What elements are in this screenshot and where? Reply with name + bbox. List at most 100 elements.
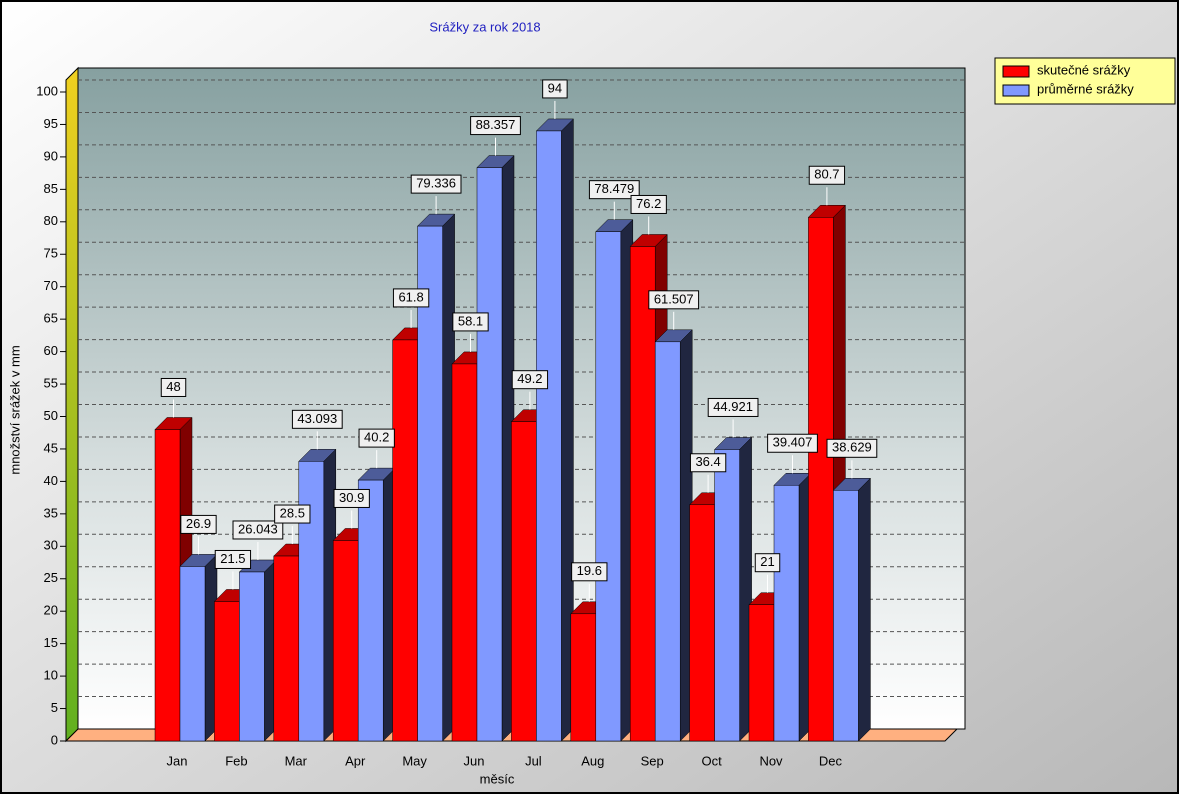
y-tick-label: 100 — [36, 83, 58, 98]
data-label: 44.921 — [713, 399, 753, 414]
data-label: 58.1 — [458, 313, 483, 328]
bar-front — [773, 484, 800, 742]
data-label-box — [160, 377, 187, 397]
y-tick-label: 50 — [44, 408, 58, 423]
data-label-box — [571, 562, 608, 582]
x-tick-label: Jun — [464, 753, 485, 768]
data-label-box — [291, 409, 343, 429]
data-label: 61.507 — [654, 291, 694, 306]
x-tick-label: Apr — [345, 753, 366, 768]
legend: skutečné srážky průměrné srážky — [994, 57, 1176, 105]
data-label-box — [767, 433, 818, 453]
y-tick-label: 90 — [44, 148, 58, 163]
bar — [595, 219, 634, 742]
bar-front — [570, 613, 597, 742]
data-label: 78.479 — [594, 181, 634, 196]
bar-front — [654, 341, 681, 742]
chart-title: Srážky za rok 2018 — [429, 19, 540, 34]
data-label-box — [648, 290, 700, 310]
x-tick-label: Nov — [759, 753, 783, 768]
data-label: 43.093 — [297, 411, 337, 426]
bar-front — [298, 461, 325, 742]
bar — [357, 467, 396, 742]
data-label-box — [470, 116, 521, 136]
bar-front — [476, 167, 503, 742]
bar — [179, 553, 218, 742]
y-axis-title: množství srážek v mm — [7, 345, 22, 474]
data-label: 28.5 — [280, 505, 305, 520]
y-tick-label: 40 — [44, 473, 58, 488]
x-tick-label: Mar — [285, 753, 308, 768]
data-label: 88.357 — [476, 117, 516, 132]
bar — [773, 472, 812, 742]
data-label-box — [826, 438, 878, 458]
y-tick-label: 85 — [44, 181, 58, 196]
x-tick-label: Aug — [581, 753, 604, 768]
y-tick-label: 25 — [44, 570, 58, 585]
data-label-box — [808, 165, 846, 185]
y-tick-label: 55 — [44, 375, 58, 390]
y-tick-label: 45 — [44, 440, 58, 455]
data-label-box — [410, 174, 462, 194]
data-label-box — [689, 453, 727, 473]
data-label: 21.5 — [220, 551, 245, 566]
data-label-box — [707, 397, 759, 417]
bar-front — [595, 231, 622, 742]
bar-front — [332, 540, 359, 742]
bar-front — [511, 421, 537, 742]
bar — [654, 329, 693, 742]
data-label: 19.6 — [577, 563, 602, 578]
y-tick-label: 80 — [44, 213, 58, 228]
data-label: 38.629 — [832, 440, 872, 455]
x-tick-label: Oct — [701, 753, 722, 768]
y-tick-label: 30 — [44, 538, 58, 553]
y-tick-label: 75 — [44, 246, 58, 261]
bar-front — [273, 555, 300, 742]
bar — [238, 559, 278, 742]
y-tick-label: 15 — [44, 635, 58, 650]
bar — [832, 477, 872, 742]
bar-side — [858, 477, 871, 742]
bar — [535, 118, 575, 742]
bar-front — [357, 479, 384, 742]
bar — [713, 436, 753, 742]
data-label-box — [232, 520, 284, 540]
y-tick-label: 5 — [51, 700, 58, 715]
data-label-box — [180, 514, 217, 534]
bar — [298, 448, 337, 742]
data-label: 21 — [760, 554, 774, 569]
data-label-box — [358, 428, 395, 448]
bar — [476, 154, 515, 742]
x-tick-label: Jan — [167, 753, 188, 768]
data-label-box — [754, 553, 781, 573]
data-label: 26.043 — [238, 521, 278, 536]
data-label-box — [588, 180, 640, 200]
bar-front — [214, 601, 240, 742]
x-tick-label: May — [402, 753, 427, 768]
legend-swatch — [1002, 84, 1030, 97]
data-label: 30.9 — [339, 490, 364, 505]
bar-front — [179, 566, 206, 742]
bar-front — [451, 363, 478, 742]
bar-front — [808, 217, 834, 742]
bar-front — [689, 504, 715, 742]
legend-swatch — [1002, 65, 1030, 78]
bar — [416, 213, 456, 742]
data-label-box — [392, 288, 430, 308]
data-label: 80.7 — [814, 167, 839, 182]
x-tick-label: Jul — [525, 753, 542, 768]
data-label-box — [630, 194, 667, 214]
x-tick-label: Feb — [225, 753, 247, 768]
bar-front — [392, 339, 418, 742]
bar-front — [833, 490, 859, 742]
data-label: 36.4 — [695, 454, 720, 469]
x-axis-title: měsíc — [480, 771, 515, 786]
y-tick-label: 20 — [44, 603, 58, 618]
y-tick-label: 65 — [44, 311, 58, 326]
data-label-box — [333, 488, 370, 508]
bar-front — [417, 225, 443, 742]
data-label: 26.9 — [186, 516, 211, 531]
data-label: 79.336 — [416, 176, 456, 191]
